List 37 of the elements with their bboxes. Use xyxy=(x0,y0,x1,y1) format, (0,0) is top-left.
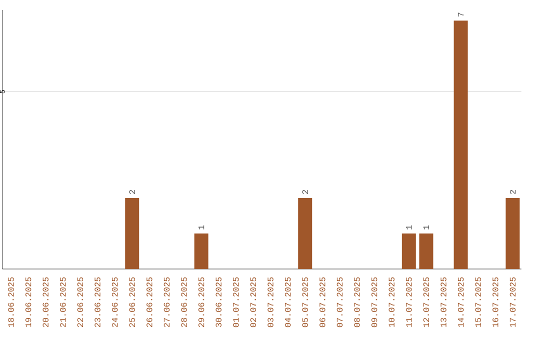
data-label: 2 xyxy=(510,190,516,194)
x-tick-label: 10.07.2025 xyxy=(388,277,394,327)
x-tick-label: 13.07.2025 xyxy=(440,277,446,327)
data-label: 1 xyxy=(406,225,412,230)
data-label: 2 xyxy=(302,190,308,194)
x-tick-label: 29.06.2025 xyxy=(198,277,204,327)
data-label: 1 xyxy=(198,225,204,230)
x-tick-label: 17.07.2025 xyxy=(510,277,516,327)
x-tick-label: 30.06.2025 xyxy=(216,277,222,328)
x-tick-label: 03.07.2025 xyxy=(268,277,274,328)
x-tick-label: 26.06.2025 xyxy=(146,277,152,327)
x-tick-label: 16.07.2025 xyxy=(492,277,498,327)
x-tick-label: 23.06.2025 xyxy=(94,277,100,327)
x-tick-label: 18.06.2025 xyxy=(8,277,14,327)
x-tick-label: 25.06.2025 xyxy=(129,277,135,327)
data-label: 2 xyxy=(129,190,135,194)
x-tick-label: 08.07.2025 xyxy=(354,277,360,328)
x-tick-label: 15.07.2025 xyxy=(475,277,481,327)
x-tick-label: 27.06.2025 xyxy=(164,277,170,327)
x-tick-label: 06.07.2025 xyxy=(320,277,326,328)
x-tick-label: 11.07.2025 xyxy=(406,277,412,327)
x-tick-label: 19.06.2025 xyxy=(25,277,32,327)
x-tick-label: 14.07.2025 xyxy=(458,277,464,327)
x-tick-label: 01.07.2025 xyxy=(233,277,239,328)
x-tick-label: 04.07.2025 xyxy=(284,277,291,328)
x-tick-label: 02.07.2025 xyxy=(250,277,256,328)
x-tick-label: 07.07.2025 xyxy=(336,277,343,328)
x-tick-label: 09.07.2025 xyxy=(371,277,378,328)
data-label: 7 xyxy=(458,12,464,16)
x-tick-label: 05.07.2025 xyxy=(302,277,308,328)
x-tick-label: 24.06.2025 xyxy=(112,277,118,327)
x-tick-label: 28.06.2025 xyxy=(181,277,187,327)
x-tick-label: 22.06.2025 xyxy=(77,277,84,327)
x-tick-label: 12.07.2025 xyxy=(423,277,430,327)
x-tick-label: 21.06.2025 xyxy=(60,277,66,327)
data-label: 1 xyxy=(423,225,429,230)
x-tick-label: 20.06.2025 xyxy=(42,277,48,327)
